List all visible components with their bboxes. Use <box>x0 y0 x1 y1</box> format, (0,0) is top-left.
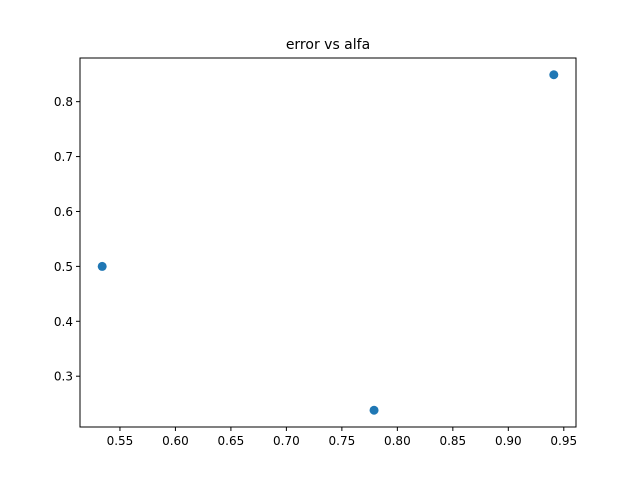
x-tick-label: 0.95 <box>550 434 577 448</box>
y-tick-label: 0.8 <box>54 95 73 109</box>
y-tick-label: 0.6 <box>54 205 73 219</box>
x-tick-label: 0.90 <box>495 434 522 448</box>
y-tick-label: 0.4 <box>54 315 73 329</box>
x-tick-label: 0.60 <box>162 434 189 448</box>
chart-title: error vs alfa <box>286 37 370 53</box>
y-axis: 0.3 0.4 0.5 0.6 0.7 0.8 <box>54 95 80 384</box>
data-point <box>97 261 107 271</box>
x-tick-label: 0.75 <box>329 434 356 448</box>
x-tick-label: 0.70 <box>273 434 300 448</box>
x-axis: 0.55 0.60 0.65 0.70 0.75 0.80 0.85 0.90 0.95 <box>107 427 577 448</box>
y-tick-label: 0.5 <box>54 260 73 274</box>
data-point <box>369 405 379 415</box>
data-points <box>97 70 559 415</box>
x-tick-label: 0.55 <box>107 434 134 448</box>
y-tick-label: 0.3 <box>54 370 73 384</box>
plot-area <box>79 57 577 428</box>
x-tick-label: 0.80 <box>384 434 411 448</box>
x-tick-label: 0.65 <box>218 434 245 448</box>
data-point <box>549 70 559 80</box>
y-tick-label: 0.7 <box>54 150 73 164</box>
x-tick-label: 0.85 <box>439 434 466 448</box>
